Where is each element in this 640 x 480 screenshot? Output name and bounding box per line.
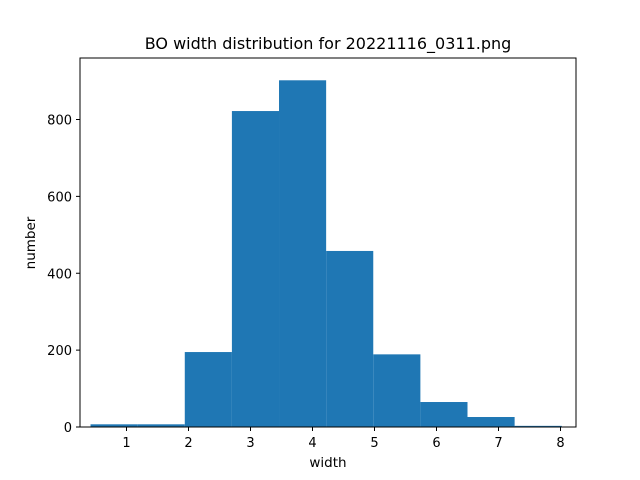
x-tick-label: 2 — [184, 436, 192, 451]
y-tick-label: 800 — [47, 114, 72, 129]
histogram-bar-6 — [326, 250, 374, 427]
histogram-bar-3 — [184, 352, 232, 427]
x-axis-label: width — [309, 455, 346, 471]
histogram-bar-8 — [420, 402, 468, 427]
histogram-bar-7 — [373, 354, 421, 427]
chart-title: BO width distribution for 20221116_0311.… — [145, 34, 512, 54]
x-tick-label: 8 — [556, 436, 564, 451]
bars-group — [90, 80, 562, 427]
y-axis-ticks: 0 200 400 600 800 — [47, 114, 80, 436]
x-tick-label: 5 — [370, 436, 378, 451]
x-axis-ticks: 1 2 3 4 5 6 7 8 — [122, 427, 565, 451]
histogram-bar-4 — [231, 111, 280, 427]
histogram-bar-5 — [279, 80, 327, 427]
x-tick-label: 4 — [308, 436, 316, 451]
y-tick-label: 200 — [47, 344, 72, 359]
y-axis-label: number — [23, 216, 39, 269]
y-tick-label: 400 — [47, 267, 72, 282]
y-tick-label: 600 — [47, 190, 72, 205]
x-tick-label: 1 — [122, 436, 130, 451]
histogram-bar-1 — [90, 424, 138, 427]
x-tick-label: 3 — [246, 436, 254, 451]
x-tick-label: 7 — [494, 436, 502, 451]
histogram-bar-10 — [514, 425, 562, 427]
y-tick-label: 0 — [64, 421, 72, 436]
x-tick-label: 6 — [432, 436, 440, 451]
plot-frame — [79, 57, 577, 428]
histogram-bar-9 — [467, 417, 515, 427]
histogram-bar-2 — [137, 424, 185, 427]
